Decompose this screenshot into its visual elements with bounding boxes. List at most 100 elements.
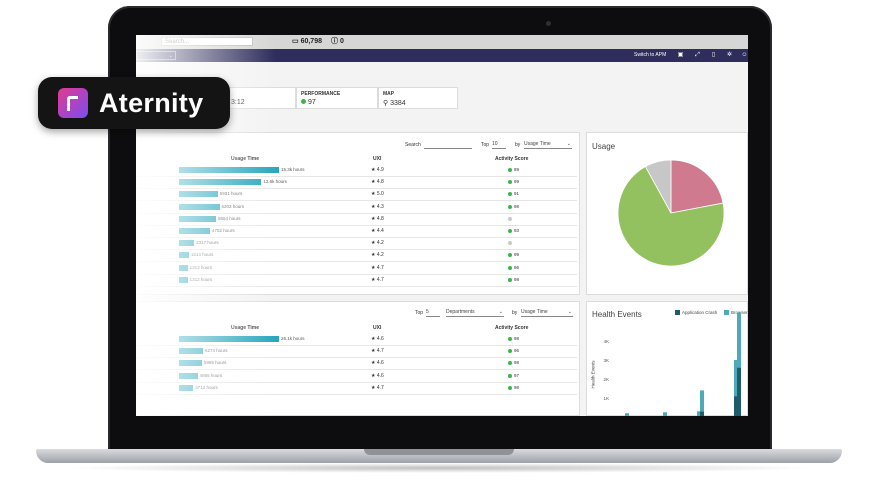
status-dot-icon xyxy=(508,349,512,354)
uxi-score: ★ 4.7 xyxy=(371,265,384,271)
group-by-select[interactable]: Departments ⌄ xyxy=(446,309,504,317)
col-usage-time[interactable]: Usage Time xyxy=(231,156,259,162)
table-row[interactable]: 5931 hours ★ 5.0 91 xyxy=(137,188,577,202)
col-uxi[interactable]: UXI xyxy=(373,325,382,331)
uxi-value: 4.9 xyxy=(376,167,384,173)
usage-bar xyxy=(179,276,188,283)
sort-by-select[interactable]: Usage Time ⌄ xyxy=(521,309,573,317)
col-activity-score[interactable]: Activity Score xyxy=(495,156,529,162)
health-bar-crash[interactable] xyxy=(737,367,741,416)
group-by-value: Departments xyxy=(446,309,475,315)
aternity-badge: Aternity xyxy=(38,77,230,129)
sort-by-value: Usage Time xyxy=(521,309,548,315)
usage-bar xyxy=(179,215,216,222)
chevron-down-icon: ⌄ xyxy=(498,309,503,315)
table-row[interactable]: 1313 hours ★ 4.7 96 xyxy=(137,262,577,275)
switch-to-apm-link[interactable]: Switch to APM xyxy=(634,52,667,58)
bookmark-icon[interactable]: ▯ xyxy=(711,52,716,58)
monitor-icon: ▭ xyxy=(292,38,299,45)
table-search-input[interactable] xyxy=(424,141,472,149)
star-icon: ★ xyxy=(371,252,377,259)
table-row[interactable]: 15.3k hours ★ 4.9 89 xyxy=(137,164,577,177)
table-row[interactable]: 1312 hours ★ 4.7 98 xyxy=(137,274,577,287)
top-count-input[interactable]: 10 xyxy=(492,141,506,149)
table-row[interactable]: 1514 hours ★ 4.2 99 xyxy=(137,249,577,263)
table-row[interactable]: 6274 hours ★ 4.7 96 xyxy=(137,345,577,359)
uxi-score: ★ 4.7 xyxy=(371,277,384,283)
fullscreen-icon[interactable]: ⤢ xyxy=(695,52,700,58)
star-icon: ★ xyxy=(371,384,377,391)
y-tick-label: 3K xyxy=(603,358,609,363)
table-row[interactable]: 12.6k hours ★ 4.8 99 xyxy=(137,176,577,190)
y-tick-label: 4K xyxy=(603,339,609,344)
table-row[interactable]: 5654 hours ★ 4.8 xyxy=(137,213,577,226)
table-row[interactable]: 5965 hours ★ 4.6 98 xyxy=(137,357,577,371)
usage-bar xyxy=(179,264,188,271)
user-icon[interactable]: ☺ xyxy=(741,52,748,58)
uxi-value: 4.7 xyxy=(376,384,384,391)
top-count-input[interactable]: 5 xyxy=(426,309,440,317)
pie-slice[interactable] xyxy=(644,159,672,214)
uxi-value: 4.2 xyxy=(376,240,384,247)
table-row[interactable]: 26.1k hours ★ 4.6 98 xyxy=(137,333,577,346)
uxi-score: ★ 4.2 xyxy=(371,252,384,258)
uxi-value: 5.0 xyxy=(376,191,384,198)
col-activity-score[interactable]: Activity Score xyxy=(495,325,529,331)
col-usage-time[interactable]: Usage Time xyxy=(231,325,259,331)
star-icon: ★ xyxy=(371,203,377,210)
applications-table-panel: Search Top 10 by Usage Time ⌄ Usage Time… xyxy=(136,132,580,295)
usage-bar xyxy=(179,191,218,198)
search-input[interactable]: Search... xyxy=(161,37,253,46)
health-bar-browser[interactable] xyxy=(663,412,667,416)
uxi-value: 4.8 xyxy=(376,179,384,186)
sort-by-select[interactable]: Usage Time ⌄ xyxy=(524,141,572,149)
kpi-tile-performance[interactable]: PERFORMANCE 97 xyxy=(296,87,378,109)
top-toolbar: Search... ▭ 60,798 ⓘ 0 xyxy=(136,35,748,49)
activity-score: 99 xyxy=(514,252,520,258)
health-bar-browser[interactable] xyxy=(625,413,629,416)
activity-score: 98 xyxy=(514,203,520,209)
status-dot-icon xyxy=(508,229,512,233)
uxi-value: 4.3 xyxy=(376,203,384,210)
table-row[interactable]: 4865 hours ★ 4.6 97 xyxy=(137,370,577,383)
usage-bar-label: 4752 hours xyxy=(212,228,235,233)
table-row[interactable]: 3712 hours ★ 4.7 98 xyxy=(137,382,577,395)
nav-dropdown[interactable]: ⌄ xyxy=(136,51,176,60)
table-row[interactable]: 6203 hours ★ 4.3 98 xyxy=(137,201,577,214)
usage-bar xyxy=(179,384,194,391)
gear-icon[interactable]: ✲ xyxy=(726,52,733,58)
by-label: by xyxy=(512,310,518,316)
table-row[interactable]: 2317 hours ★ 4.2 xyxy=(137,237,577,251)
usage-bar xyxy=(179,252,189,259)
uxi-value: 4.7 xyxy=(376,348,384,355)
status-dot-icon xyxy=(508,168,512,172)
y-tick-label: 1K xyxy=(603,396,609,401)
save-icon[interactable]: ▣ xyxy=(677,52,684,58)
col-uxi[interactable]: UXI xyxy=(373,156,382,162)
usage-bar-label: 2317 hours xyxy=(196,240,219,246)
activity-score: 89 xyxy=(514,167,520,172)
kpi-tile-map[interactable]: MAP ⚲ 3384 xyxy=(378,87,458,109)
pie-slice[interactable] xyxy=(670,159,724,214)
health-bar-crash[interactable] xyxy=(734,396,738,416)
health-bar-browser[interactable] xyxy=(697,411,701,416)
pie-slice[interactable] xyxy=(617,166,725,267)
usage-panel-title: Usage xyxy=(592,142,616,151)
table-row[interactable]: 4752 hours ★ 4.4 93 xyxy=(137,225,577,238)
y-tick-label: 2K xyxy=(603,377,609,382)
health-events-panel: Health Events Application Crash Browser … xyxy=(586,301,748,416)
kpi-value: 97 xyxy=(301,99,316,106)
health-bar-crash[interactable] xyxy=(700,411,704,416)
health-bar-browser[interactable] xyxy=(734,360,738,397)
chevron-down-icon: ⌄ xyxy=(168,53,173,59)
legend-label-crash[interactable]: Application Crash xyxy=(682,310,718,315)
alerts-stat[interactable]: ⓘ 0 xyxy=(331,37,344,47)
devices-stat[interactable]: ▭ 60,798 xyxy=(292,37,322,47)
kpi-label: PERFORMANCE xyxy=(301,91,341,97)
health-bar-browser[interactable] xyxy=(700,390,704,412)
health-bar-browser[interactable] xyxy=(737,312,741,368)
status-dot-icon xyxy=(508,180,512,185)
usage-bar xyxy=(179,228,211,234)
activity-score: 97 xyxy=(514,372,520,378)
usage-bar-label: 1313 hours xyxy=(189,264,213,270)
